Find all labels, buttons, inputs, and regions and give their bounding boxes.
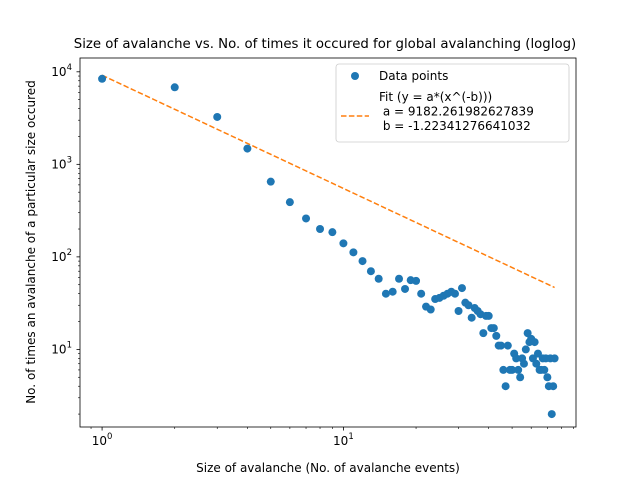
data-point	[501, 382, 510, 391]
data-point	[401, 284, 410, 293]
data-point	[508, 365, 517, 374]
data-point	[213, 112, 222, 121]
data-point	[550, 354, 559, 363]
data-point	[266, 177, 275, 186]
legend-label-fit: Fit (y = a*(x^(-b))) a = 9182.2619826278…	[379, 90, 534, 133]
data-point	[457, 284, 466, 293]
data-point	[349, 248, 358, 257]
data-point	[532, 359, 541, 368]
data-point	[516, 373, 525, 382]
data-point	[549, 382, 558, 391]
data-point	[503, 341, 512, 350]
data-point	[328, 228, 337, 237]
data-point	[170, 83, 179, 92]
data-point	[512, 354, 521, 363]
x-tick-label: 101	[333, 432, 354, 448]
x-axis-label: Size of avalanche (No. of avalanche even…	[196, 461, 460, 475]
data-point	[464, 301, 473, 310]
data-point	[366, 267, 375, 276]
data-point	[530, 338, 539, 347]
data-point	[339, 239, 348, 248]
data-point	[412, 276, 421, 285]
data-point	[98, 74, 107, 83]
y-axis-label: No. of times an avalanche of a particula…	[24, 80, 38, 404]
data-point	[454, 307, 463, 315]
data-point	[316, 225, 325, 234]
fit-line	[101, 74, 555, 289]
data-point	[388, 287, 397, 296]
data-point	[489, 324, 498, 333]
data-point	[499, 365, 508, 374]
data-point	[451, 289, 459, 298]
y-tick-label: 103	[51, 155, 72, 171]
data-point	[426, 305, 435, 314]
data-point	[381, 289, 390, 298]
data-point	[547, 410, 556, 419]
data-point	[479, 329, 488, 338]
legend-label-data: Data points	[379, 69, 448, 83]
data-point	[243, 144, 252, 153]
data-point	[492, 331, 501, 340]
data-point	[285, 198, 294, 207]
data-point	[467, 313, 476, 322]
data-point	[358, 257, 367, 266]
data-point	[484, 311, 493, 320]
chart-title: Size of avalanche vs. No. of times it oc…	[74, 37, 576, 52]
data-point	[395, 274, 404, 283]
data-point	[417, 289, 426, 298]
y-tick-label: 102	[51, 248, 72, 264]
data-point	[302, 214, 311, 223]
data-point	[514, 365, 523, 374]
y-tick-label: 101	[51, 340, 72, 356]
legend: Data points Fit (y = a*(x^(-b))) a = 9182…	[335, 63, 570, 143]
data-point	[543, 373, 552, 382]
data-point	[523, 329, 532, 338]
data-point	[497, 341, 506, 350]
legend-box	[335, 63, 570, 143]
data-point	[374, 274, 383, 283]
data-point	[519, 359, 528, 368]
legend-marker-data	[351, 72, 359, 80]
plot-area	[98, 74, 559, 419]
data-point	[521, 345, 530, 354]
axes-frame	[79, 57, 577, 428]
data-point	[540, 365, 549, 374]
y-tick-label: 104	[51, 63, 72, 79]
x-tick-label: 100	[92, 432, 113, 448]
